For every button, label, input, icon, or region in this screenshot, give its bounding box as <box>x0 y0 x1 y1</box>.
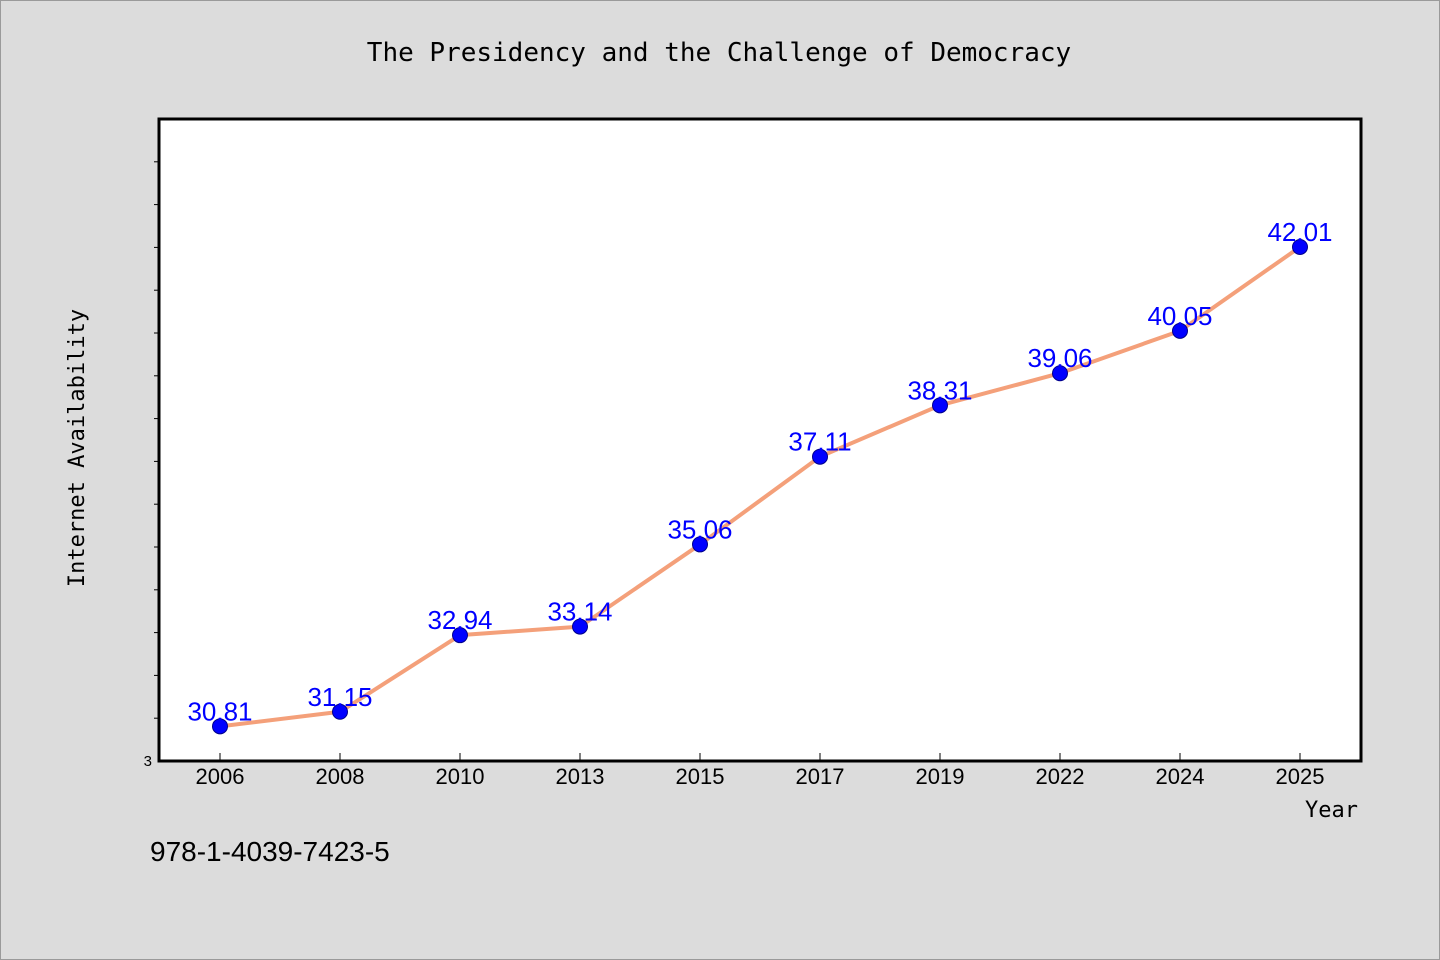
data-point <box>1292 238 1308 255</box>
y-tick-label: 3 <box>144 753 152 770</box>
x-tick-label: 2024 <box>1156 764 1205 789</box>
data-point <box>572 618 588 635</box>
data-label: 35.06 <box>667 514 732 544</box>
x-tick-label: 2025 <box>1276 764 1325 789</box>
data-point <box>1052 365 1068 382</box>
x-tick-label: 2015 <box>676 764 725 789</box>
x-axis-title: Year <box>1305 798 1358 823</box>
data-point <box>452 627 468 644</box>
data-point <box>812 448 828 465</box>
chart-title: The Presidency and the Challenge of Demo… <box>367 38 1071 68</box>
data-point <box>332 703 348 720</box>
data-label: 38.31 <box>907 375 972 405</box>
series-layer: 30.81 31.15 32.94 33.14 35.06 37.11 38.31 39.06… <box>187 217 1333 735</box>
y-axis-ticks: 3 <box>144 161 159 770</box>
x-axis-ticks: 2006 2008 2010 2013 2015 2017 2019 2022 2024 2025 <box>196 753 1325 789</box>
x-tick-label: 2019 <box>916 764 965 789</box>
data-label: 39.06 <box>1027 343 1092 373</box>
data-label: 33.14 <box>547 597 612 627</box>
data-point <box>692 536 708 553</box>
x-tick-label: 2008 <box>316 764 365 789</box>
data-point <box>212 718 228 735</box>
x-tick-label: 2017 <box>796 764 845 789</box>
data-point <box>932 397 948 414</box>
data-label: 30.81 <box>187 696 252 726</box>
x-tick-label: 2013 <box>556 764 605 789</box>
data-point <box>1172 322 1188 339</box>
x-tick-label: 2010 <box>436 764 485 789</box>
x-tick-label: 2022 <box>1036 764 1085 789</box>
isbn-text: 978-1-4039-7423-5 <box>150 836 390 867</box>
data-label: 31.15 <box>307 682 372 712</box>
data-label: 37.11 <box>788 427 851 457</box>
plot-area <box>157 117 1363 763</box>
data-label: 32.94 <box>427 605 492 635</box>
x-tick-label: 2006 <box>196 764 245 789</box>
data-label: 40.05 <box>1147 301 1212 331</box>
series-line <box>219 245 1302 729</box>
y-axis-title: Internet Availability <box>65 309 90 587</box>
data-label: 42.01 <box>1267 217 1332 247</box>
